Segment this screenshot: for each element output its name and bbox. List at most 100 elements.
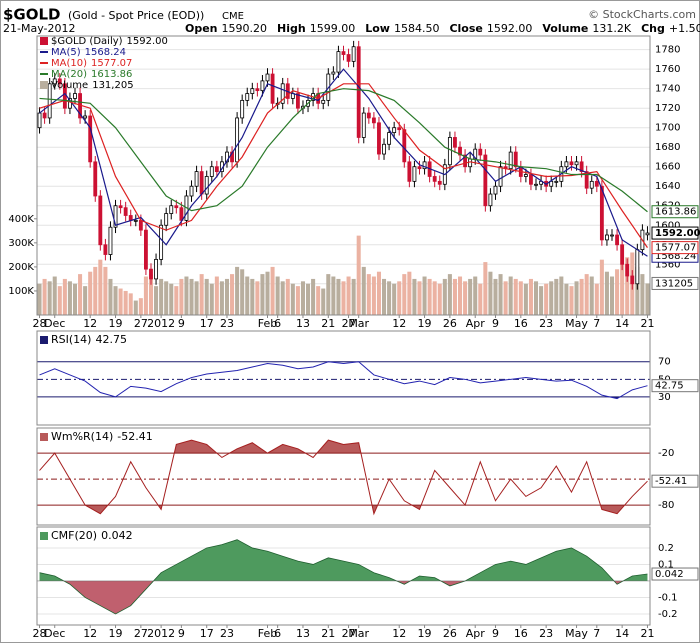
- panel-frame: [36, 526, 651, 626]
- candle-body: [447, 137, 452, 166]
- volume-bar: [549, 281, 554, 315]
- volume-bar: [98, 259, 103, 315]
- positive-area: [39, 539, 648, 581]
- volume-bar: [625, 257, 630, 315]
- candle-body: [280, 83, 285, 104]
- description: (Gold - Spot Price (EOD)): [68, 9, 204, 22]
- candle-body: [265, 73, 270, 82]
- volume-bar: [72, 283, 78, 315]
- candle-body: [93, 161, 98, 197]
- x-tick-label: 28: [33, 317, 47, 330]
- volume-bar: [569, 286, 574, 315]
- candle-body: [159, 224, 164, 260]
- x-tick-label: 2012: [147, 627, 175, 640]
- volume-bar: [250, 278, 255, 315]
- y-tick-label: 1560: [655, 259, 680, 270]
- volume-bar: [351, 278, 356, 315]
- candle-body: [574, 161, 579, 166]
- candle-body: [468, 158, 473, 168]
- candle-body: [295, 93, 300, 109]
- last-value-box: [651, 567, 699, 581]
- candle-body: [564, 161, 569, 168]
- y-tick-label: -20: [658, 448, 674, 459]
- x-tick-label: 13: [296, 317, 310, 330]
- x-tick-label: 6: [274, 627, 281, 640]
- candle-body: [169, 205, 174, 214]
- indicator-title: CMF(20) 0.042: [51, 529, 133, 542]
- candle-body: [437, 180, 442, 185]
- volume-bar: [103, 266, 108, 315]
- x-tick-label: 14: [615, 627, 629, 640]
- volume-bar: [366, 274, 371, 315]
- last-value-label: -52.41: [655, 476, 687, 487]
- volume-bar: [164, 281, 169, 315]
- date: 21-May-2012: [3, 22, 75, 35]
- volume-bar: [52, 276, 57, 315]
- y-tick-label: 1740: [655, 84, 680, 95]
- candle-body: [199, 171, 204, 195]
- x-tick-label: Feb: [258, 627, 277, 640]
- candle-body: [493, 185, 498, 195]
- legend-name: Volume: [51, 80, 88, 91]
- ma-line: [39, 68, 648, 257]
- legend-icon: [40, 532, 48, 540]
- volume-bar: [78, 274, 83, 315]
- extreme-fill: [39, 440, 648, 454]
- y-tick-label: 70: [658, 357, 671, 368]
- volume-bar: [645, 283, 650, 315]
- volume-bar: [199, 274, 204, 315]
- candle-body: [260, 80, 265, 92]
- legend-icon: [40, 433, 48, 441]
- volume-bar: [194, 281, 199, 315]
- candle-body: [98, 195, 103, 246]
- stat-value: 1584.50: [394, 22, 440, 35]
- volume-bar: [174, 286, 179, 315]
- candle-body: [483, 154, 488, 207]
- legend-value: 1577.07: [91, 58, 132, 69]
- volume-bar: [518, 281, 523, 315]
- volume-bar: [154, 286, 159, 315]
- volume-bar: [93, 266, 98, 315]
- x-tick-label: Dec: [44, 627, 65, 640]
- candle-body: [458, 146, 462, 156]
- volume-bar: [300, 281, 305, 315]
- volume-bar: [382, 278, 387, 315]
- x-tick-label: 27: [134, 627, 148, 640]
- volume-bar: [594, 283, 599, 315]
- volume-bar: [361, 266, 366, 315]
- candle-body: [356, 46, 361, 138]
- x-tick-label: 26: [443, 317, 457, 330]
- indicator-value: 42.75: [95, 333, 127, 346]
- candle-body: [37, 112, 42, 129]
- x-tick-label: Mar: [348, 627, 369, 640]
- candle-body: [594, 180, 599, 187]
- indicator-name: Wm%R(14): [51, 430, 113, 443]
- x-tick-label: 19: [418, 627, 432, 640]
- negative-area: [39, 580, 648, 614]
- x-tick-label: 19: [418, 317, 432, 330]
- x-tick-label: 19: [109, 627, 123, 640]
- volume-bar: [447, 274, 452, 315]
- candle-body: [498, 166, 503, 187]
- volume-bar: [523, 283, 528, 315]
- stat-value: 1590.20: [222, 22, 268, 35]
- candle-body: [584, 171, 589, 189]
- candle-body: [407, 161, 412, 182]
- candle-body: [392, 127, 397, 133]
- indicator-value: 0.042: [101, 529, 133, 542]
- y-tick-label: -0.1: [658, 592, 678, 603]
- volume-bar: [143, 276, 148, 315]
- volume-bar: [584, 274, 589, 315]
- legend-value: 1568.24: [85, 47, 126, 58]
- candle-body: [599, 185, 604, 241]
- y-tick-label: 0.2: [658, 543, 674, 554]
- x-tick-label: 23: [220, 317, 234, 330]
- candle-body: [52, 78, 57, 85]
- symbol: $GOLD: [3, 6, 61, 24]
- volume-bar: [473, 276, 478, 315]
- candle-body: [387, 132, 392, 145]
- volume-bar: [539, 286, 544, 315]
- volume-bar: [635, 266, 640, 315]
- candle-body: [534, 183, 538, 186]
